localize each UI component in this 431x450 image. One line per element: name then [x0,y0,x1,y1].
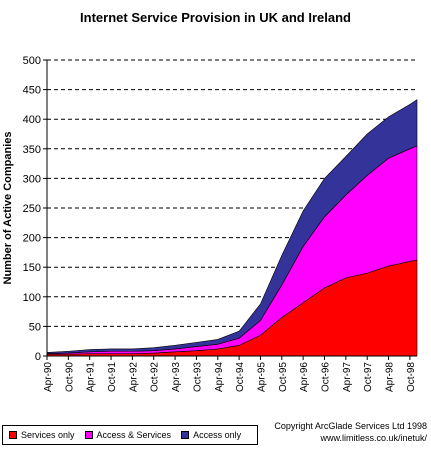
y-tick-label: 150 [23,262,41,274]
x-tick-label: Oct-92 [150,362,161,392]
legend-swatch-access-services [84,431,93,439]
y-tick-label: 250 [23,203,41,215]
y-tick-label: 50 [29,321,41,333]
chart-canvas: 0 50 100 150 200 250 300 350 400 450 500 Apr-90 Oct… [2,55,418,392]
legend-label-access-services: Access & Services [96,430,172,440]
legend: Services only Access & Services Access o… [2,425,258,445]
y-axis-label: Number of Active Companies [2,131,14,284]
legend-swatch-access-only [181,431,190,439]
series-area-access-only [46,99,418,354]
legend-item-access-only: Access only [181,430,241,440]
x-tick-label: Apr-94 [214,362,225,392]
y-tick-label: 100 [23,292,41,304]
x-tick-label: Apr-95 [256,362,267,392]
x-tick-label: Oct-90 [64,362,75,392]
legend-item-access-services: Access & Services [84,430,172,440]
copyright-url: www.limitless.co.uk/inetuk/ [320,433,427,443]
x-tick-label: Apr-91 [86,362,97,392]
x-tick-label: Apr-97 [342,362,353,392]
y-tick-label: 400 [23,114,41,126]
y-tick-label: 0 [35,351,41,363]
chart-title: Internet Service Provision in UK and Ire… [80,10,351,25]
y-tick-label: 450 [23,85,41,97]
x-tick-label: Apr-93 [171,362,182,392]
y-tick-label: 300 [23,173,41,185]
x-tick-label: Oct-91 [107,362,118,392]
copyright-notice: Copyright ArcGlade Services Ltd 1998 www… [257,420,427,444]
y-tick-label: 500 [23,55,41,67]
y-tick-label: 350 [23,144,41,156]
x-tick-label: Apr-96 [299,362,310,392]
copyright-line: Copyright ArcGlade Services Ltd 1998 [274,421,427,431]
legend-label-services-only: Services only [21,430,75,440]
legend-swatch-services-only [9,431,17,439]
legend-label-access-only: Access only [193,430,242,440]
legend-item-services-only: Services only [9,430,75,440]
x-tick-label: Oct-94 [235,362,246,392]
x-tick-label: Apr-90 [43,362,54,392]
x-tick-label: Oct-95 [278,362,289,392]
x-tick-label: Oct-96 [321,362,332,392]
x-tick-label: Apr-98 [385,362,396,392]
x-tick-label: Apr-92 [128,362,139,392]
x-tick-label: Oct-98 [406,362,417,392]
y-tick-label: 200 [23,233,41,245]
x-tick-label: Oct-93 [192,362,203,392]
x-tick-label: Oct-97 [363,362,374,392]
